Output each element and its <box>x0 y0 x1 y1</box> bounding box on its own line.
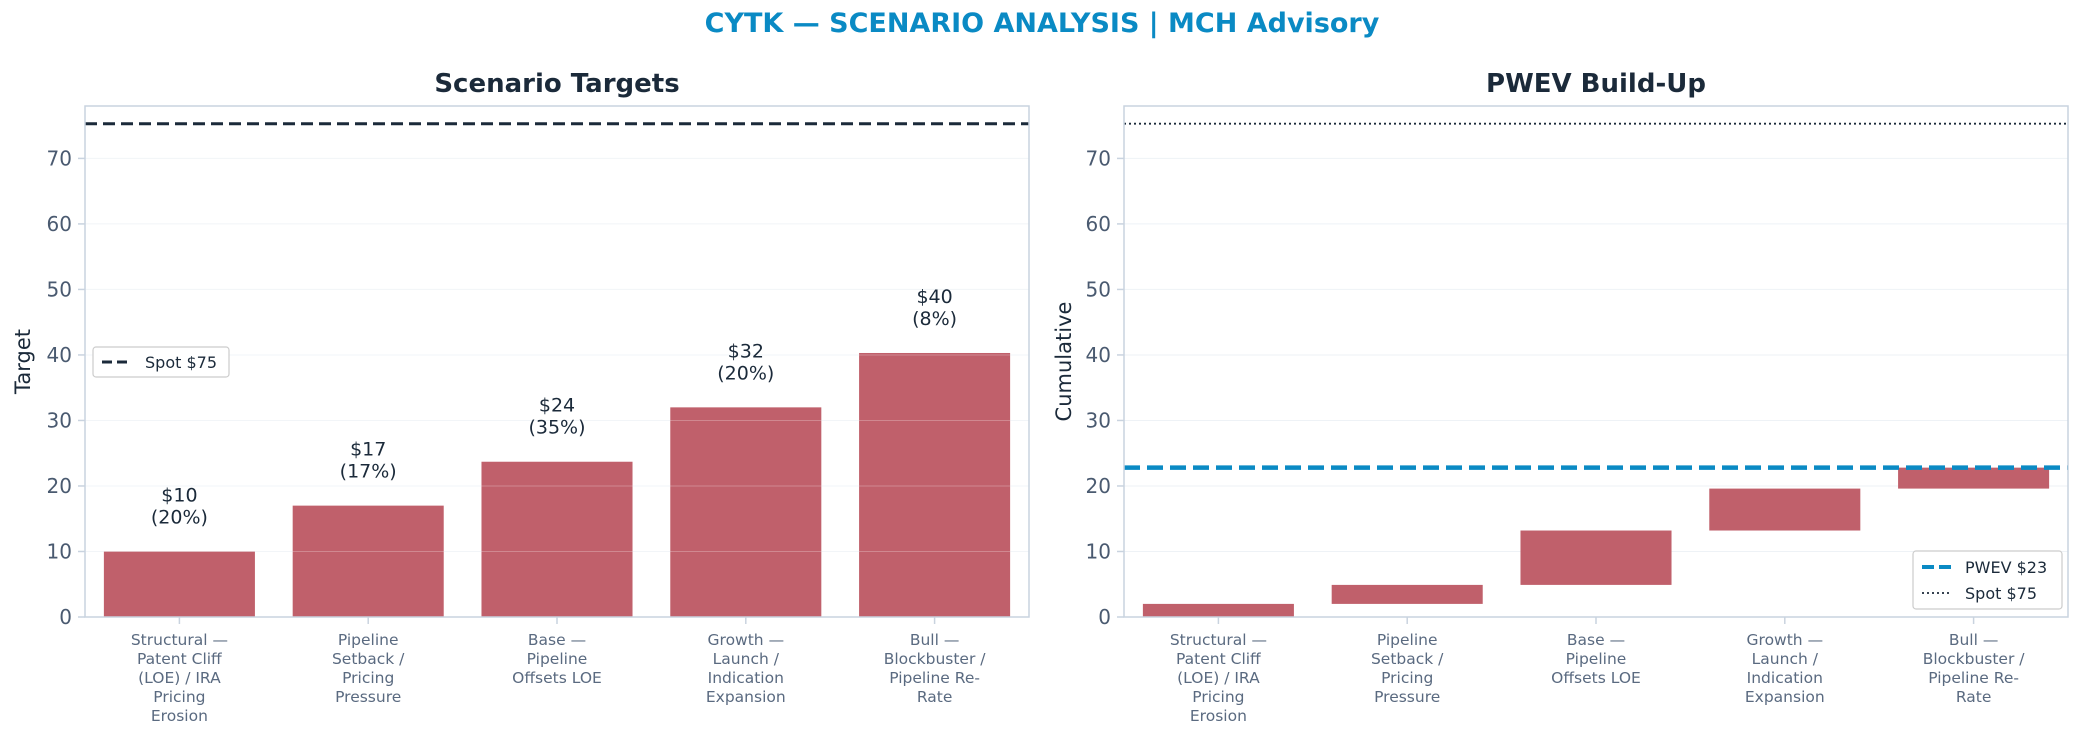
waterfall-bar <box>1709 488 1861 531</box>
scenario-targets-chart: Scenario Targets 0 10 20 30 40 50 60 70 Target $10… <box>11 69 1030 725</box>
x-tick-label: Patent Cliff <box>1176 650 1261 668</box>
x-tick-label: Expansion <box>706 688 786 706</box>
y-tick-label: 50 <box>47 277 72 301</box>
bar <box>670 407 822 617</box>
x-tick-label: Setback / <box>332 650 405 668</box>
x-tick-label: Pressure <box>335 688 401 706</box>
data-label: $10 <box>161 484 197 506</box>
x-tick-label: Pricing <box>1381 669 1433 687</box>
y-tick-label: 40 <box>1086 343 1111 367</box>
data-label: $40 <box>916 286 952 308</box>
x-tick-label: Base — <box>528 631 586 649</box>
y-tick-label: 10 <box>47 539 72 563</box>
x-tick-label: Pricing <box>342 669 394 687</box>
y-tick-label: 20 <box>1086 474 1111 498</box>
y-tick-label: 70 <box>1086 146 1111 170</box>
y-tick-label: 70 <box>47 146 72 170</box>
y-axis-label: Target <box>11 329 35 395</box>
legend-box <box>92 346 230 378</box>
data-label: (20%) <box>151 506 208 528</box>
figure-suptitle: CYTK — SCENARIO ANALYSIS | MCH Advisory <box>704 8 1380 39</box>
x-tick-label: Offsets LOE <box>1551 669 1641 687</box>
x-tick-label: Indication <box>1747 669 1823 687</box>
waterfall-bar <box>1331 584 1483 604</box>
y-tick-label: 30 <box>47 408 72 432</box>
bar <box>103 551 255 617</box>
x-tick-label: Growth — <box>1747 631 1824 649</box>
bar <box>481 461 633 617</box>
x-tick-label: Indication <box>708 669 784 687</box>
waterfall-bar <box>1898 467 2050 489</box>
x-tick-label: Pricing <box>153 688 205 706</box>
x-tick-label: Bull — <box>1949 631 1999 649</box>
x-tick-label: Pipeline Re- <box>1928 669 2019 687</box>
x-tick-label: Bull — <box>910 631 960 649</box>
y-tick-label: 0 <box>59 605 72 629</box>
y-axis-label: Cumulative <box>1052 302 1076 422</box>
legend-label: PWEV $23 <box>1965 558 2047 577</box>
x-tick-label: Blockbuster / <box>884 650 987 668</box>
x-tick-label: Launch / <box>713 650 780 668</box>
x-tick-label: Launch / <box>1752 650 1819 668</box>
chart-title: Scenario Targets <box>434 69 679 99</box>
x-tick-label: Erosion <box>1190 707 1247 725</box>
data-label: (20%) <box>717 362 774 384</box>
x-tick-label: Pressure <box>1374 688 1440 706</box>
x-tick-label: Rate <box>1956 688 1992 706</box>
legend-label: Spot $75 <box>145 353 217 372</box>
pwev-buildup-chart: PWEV Build-Up 0 10 20 30 40 50 60 70 Cumulative St… <box>1052 69 2069 725</box>
x-tick-label: Pipeline <box>338 631 399 649</box>
x-tick-label: (LOE) / IRA <box>138 669 221 687</box>
data-label: $24 <box>539 395 575 417</box>
x-tick-label: Rate <box>917 688 953 706</box>
y-tick-label: 30 <box>1086 408 1111 432</box>
data-label: $32 <box>728 340 764 362</box>
chart-title: PWEV Build-Up <box>1486 69 1706 99</box>
x-tick-label: Growth — <box>708 631 785 649</box>
x-tick-label: Structural — <box>1170 631 1267 649</box>
data-label: (17%) <box>340 461 397 483</box>
x-tick-label: Structural — <box>131 631 228 649</box>
y-tick-label: 60 <box>47 212 72 236</box>
x-tick-label: Pipeline <box>527 650 588 668</box>
x-tick-label: Pipeline <box>1377 631 1438 649</box>
waterfall-bar <box>1142 603 1294 617</box>
x-tick-label: Patent Cliff <box>137 650 222 668</box>
x-tick-label: Pipeline <box>1566 650 1627 668</box>
bar <box>859 352 1011 617</box>
x-tick-label: Expansion <box>1745 688 1825 706</box>
waterfall-bar <box>1520 530 1672 585</box>
x-tick-label: Base — <box>1567 631 1625 649</box>
data-label: (35%) <box>528 417 585 439</box>
data-label: $17 <box>350 439 386 461</box>
y-tick-label: 0 <box>1098 605 1111 629</box>
y-tick-label: 40 <box>47 343 72 367</box>
x-tick-label: Pipeline Re- <box>889 669 980 687</box>
legend-label: Spot $75 <box>1965 584 2037 603</box>
x-tick-label: Offsets LOE <box>512 669 602 687</box>
y-tick-label: 10 <box>1086 539 1111 563</box>
x-tick-label: Setback / <box>1371 650 1444 668</box>
bar <box>292 505 444 617</box>
x-tick-label: Erosion <box>151 707 208 725</box>
x-tick-label: Pricing <box>1192 688 1244 706</box>
y-tick-label: 50 <box>1086 277 1111 301</box>
y-tick-label: 20 <box>47 474 72 498</box>
x-tick-label: Blockbuster / <box>1923 650 2026 668</box>
y-tick-label: 60 <box>1086 212 1111 236</box>
data-label: (8%) <box>912 308 957 330</box>
x-tick-label: (LOE) / IRA <box>1177 669 1260 687</box>
